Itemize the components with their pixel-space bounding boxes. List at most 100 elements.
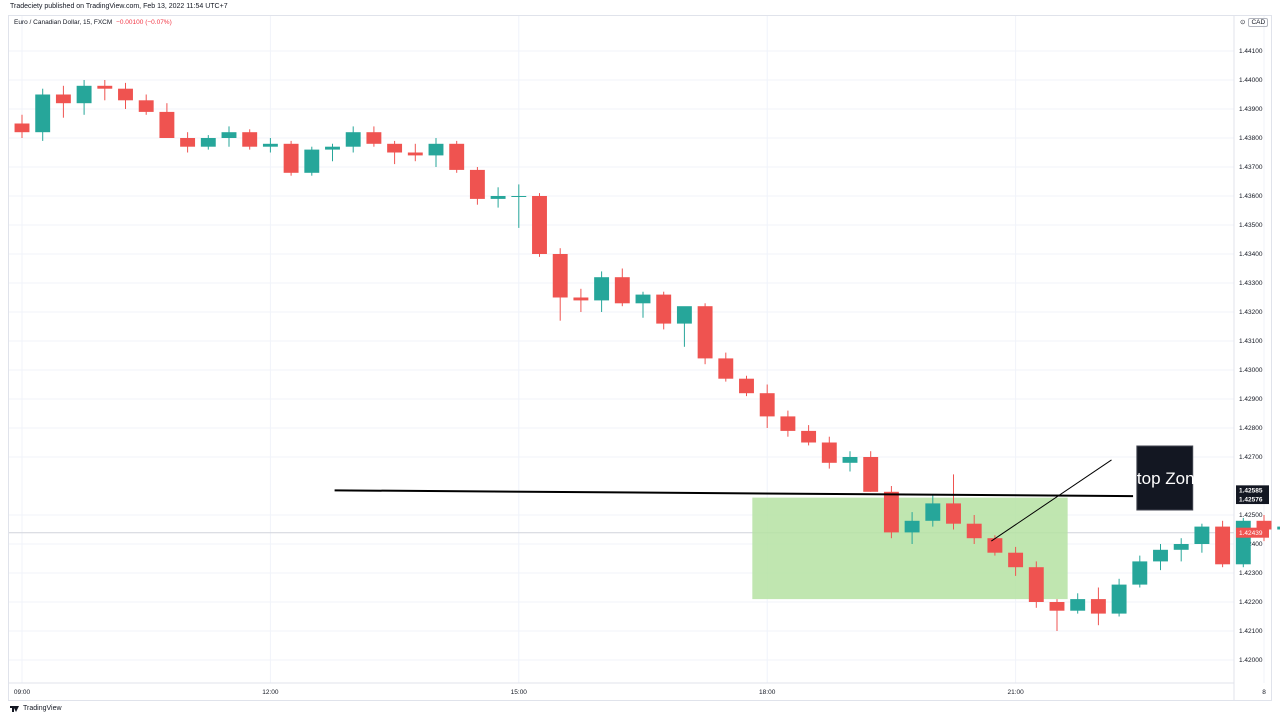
candle-body <box>345 132 361 147</box>
candles <box>14 80 1280 631</box>
candle-body <box>1070 599 1086 611</box>
y-tick-label: 1.42300 <box>1239 570 1263 577</box>
candle-body <box>118 88 133 101</box>
candle-body <box>1090 599 1106 614</box>
currency-badge[interactable]: ⊙ CAD <box>1240 18 1269 27</box>
candle-body <box>469 169 485 199</box>
footer: TradingView <box>10 705 62 712</box>
candle-body <box>407 152 423 156</box>
candle-body <box>1194 526 1210 544</box>
candle-body <box>904 520 920 533</box>
y-tick-label: 1.42100 <box>1239 628 1263 635</box>
y-tick-label: 1.42800 <box>1239 425 1263 432</box>
candle-body <box>159 111 175 138</box>
candle-body <box>304 149 320 173</box>
candle-body <box>987 538 1003 553</box>
price-level-badge <box>1236 485 1269 496</box>
candle-body <box>739 378 754 394</box>
stop-zone-label: Stop Zone <box>1126 469 1204 488</box>
candle-body <box>262 143 278 147</box>
candle-body <box>594 277 610 301</box>
y-tick-label: 1.44000 <box>1239 77 1263 84</box>
symbol-name: Euro / Canadian Dollar, 15, FXCM <box>14 19 113 26</box>
y-tick-label: 1.43800 <box>1239 135 1263 142</box>
stop-zone-box <box>1136 445 1194 511</box>
candle-body <box>1008 552 1024 568</box>
candle-body <box>635 294 651 304</box>
x-tick-label: 15:00 <box>511 689 528 696</box>
candle-body <box>842 457 858 463</box>
candle-body <box>656 294 672 324</box>
x-tick-label: 09:00 <box>14 689 31 696</box>
y-tick-label: 1.42200 <box>1239 599 1263 606</box>
candle-body <box>511 196 527 197</box>
x-tick-label: 18:00 <box>759 689 776 696</box>
y-tick-label: 1.44100 <box>1239 48 1263 55</box>
price-level-badge <box>1236 494 1269 505</box>
candle-body <box>883 491 899 533</box>
publisher-line: Tradeciety published on TradingView.com,… <box>10 3 228 10</box>
candle-body <box>387 143 403 153</box>
chart-frame <box>8 15 1272 701</box>
last-price-label: 1.42439 <box>1239 530 1263 537</box>
candle-body <box>1277 526 1280 530</box>
y-tick-label: 1.42000 <box>1239 657 1263 664</box>
candle-body <box>97 85 113 89</box>
currency-label: CAD <box>1248 18 1269 27</box>
candle-body <box>1153 549 1168 562</box>
grid <box>9 16 1265 683</box>
candle-body <box>138 100 154 112</box>
y-tick-label: 1.43300 <box>1239 280 1263 287</box>
candle-body <box>428 143 444 156</box>
candle-body <box>1215 526 1231 565</box>
candle-body <box>200 138 216 147</box>
candle-body <box>490 196 506 199</box>
y-tick-label: 1.43500 <box>1239 222 1263 229</box>
trend-line-drawing <box>991 459 1112 542</box>
candle-body <box>76 85 92 104</box>
price-level-label: 1.42585 <box>1239 488 1263 495</box>
candle-body <box>821 442 837 463</box>
candle-body <box>242 132 258 147</box>
candle-body <box>676 306 692 324</box>
candle-body <box>697 306 713 359</box>
candle-body <box>283 143 299 173</box>
candle-body <box>1111 584 1127 614</box>
candle-body <box>718 358 734 379</box>
x-tick-label: 8 <box>1262 689 1266 696</box>
y-tick-label: 1.42700 <box>1239 454 1263 461</box>
candle-body <box>14 123 30 133</box>
y-tick-label: 1.43400 <box>1239 251 1263 258</box>
y-tick-label: 1.42500 <box>1239 512 1263 519</box>
candle-body <box>1256 520 1272 530</box>
footer-brand: TradingView <box>23 705 62 712</box>
candle-body <box>325 146 340 150</box>
candle-body <box>780 416 796 431</box>
candle-body <box>1028 567 1044 602</box>
candle-body <box>366 132 382 144</box>
candle-body <box>1132 561 1148 585</box>
candle-body <box>946 503 961 524</box>
candle-body <box>925 503 941 521</box>
candle-body <box>1235 520 1251 565</box>
x-tick-label: 12:00 <box>262 689 279 696</box>
price-level-label: 1.42576 <box>1239 496 1263 503</box>
candle-body <box>221 132 237 138</box>
currency-icon: ⊙ <box>1240 19 1246 26</box>
y-tick-label: 1.42900 <box>1239 396 1263 403</box>
candle-body <box>55 94 71 104</box>
candle-body <box>573 297 589 301</box>
candle-body <box>552 254 568 298</box>
y-tick-label: 1.43200 <box>1239 309 1263 316</box>
tradingview-logo-icon <box>10 705 19 712</box>
price-change: −0.00100 (−0.07%) <box>116 19 172 26</box>
zone-rectangle <box>752 497 1068 600</box>
horizontal-line-drawing <box>334 489 1134 498</box>
candle-body <box>966 523 982 539</box>
candle-body <box>1173 544 1189 550</box>
x-tick-label: 21:00 <box>1007 689 1024 696</box>
last-price-badge <box>1236 527 1269 538</box>
candle-body <box>759 393 775 417</box>
y-tick-label: 1.43000 <box>1239 367 1263 374</box>
